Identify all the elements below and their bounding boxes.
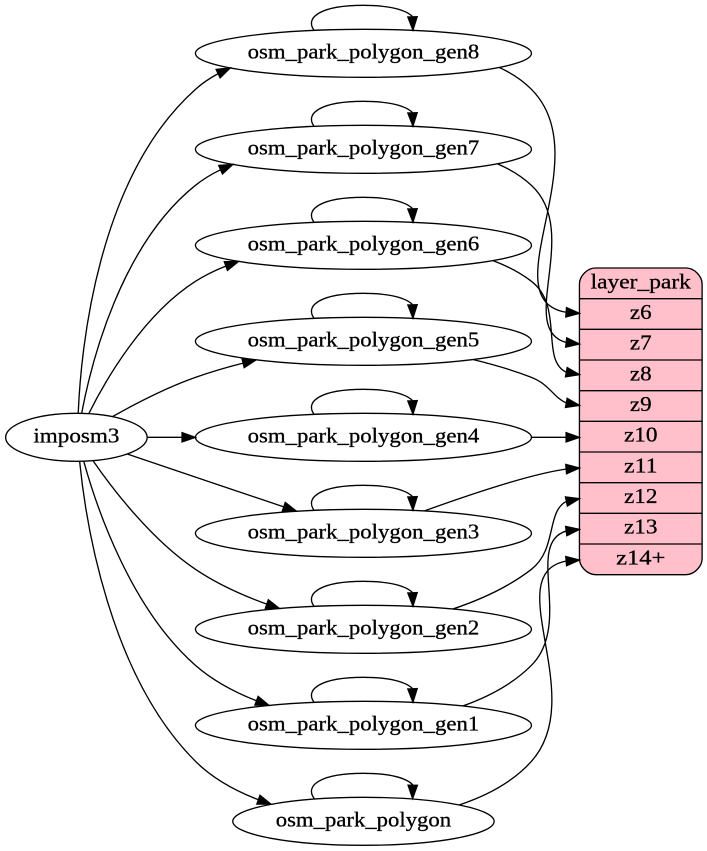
svg-text:z10: z10 (624, 425, 658, 447)
svg-text:z8: z8 (630, 363, 652, 385)
svg-text:osm_park_polygon_gen5: osm_park_polygon_gen5 (248, 329, 480, 351)
svg-text:osm_park_polygon_gen6: osm_park_polygon_gen6 (248, 233, 480, 255)
svg-text:layer_park: layer_park (591, 271, 692, 293)
svg-text:osm_park_polygon_gen8: osm_park_polygon_gen8 (248, 41, 480, 63)
svg-text:z9: z9 (630, 394, 652, 416)
svg-text:z12: z12 (624, 486, 658, 508)
svg-text:osm_park_polygon_gen7: osm_park_polygon_gen7 (248, 137, 480, 159)
svg-text:osm_park_polygon_gen1: osm_park_polygon_gen1 (248, 713, 480, 735)
svg-text:z14+: z14+ (616, 547, 665, 569)
svg-text:z11: z11 (624, 455, 658, 477)
svg-text:z6: z6 (630, 302, 652, 324)
svg-text:z13: z13 (624, 517, 658, 539)
svg-text:imposm3: imposm3 (33, 425, 119, 447)
svg-text:osm_park_polygon_gen4: osm_park_polygon_gen4 (248, 425, 480, 447)
svg-text:osm_park_polygon_gen3: osm_park_polygon_gen3 (248, 521, 480, 543)
svg-text:osm_park_polygon: osm_park_polygon (276, 809, 452, 831)
svg-text:z7: z7 (630, 333, 652, 355)
svg-text:osm_park_polygon_gen2: osm_park_polygon_gen2 (248, 617, 480, 639)
